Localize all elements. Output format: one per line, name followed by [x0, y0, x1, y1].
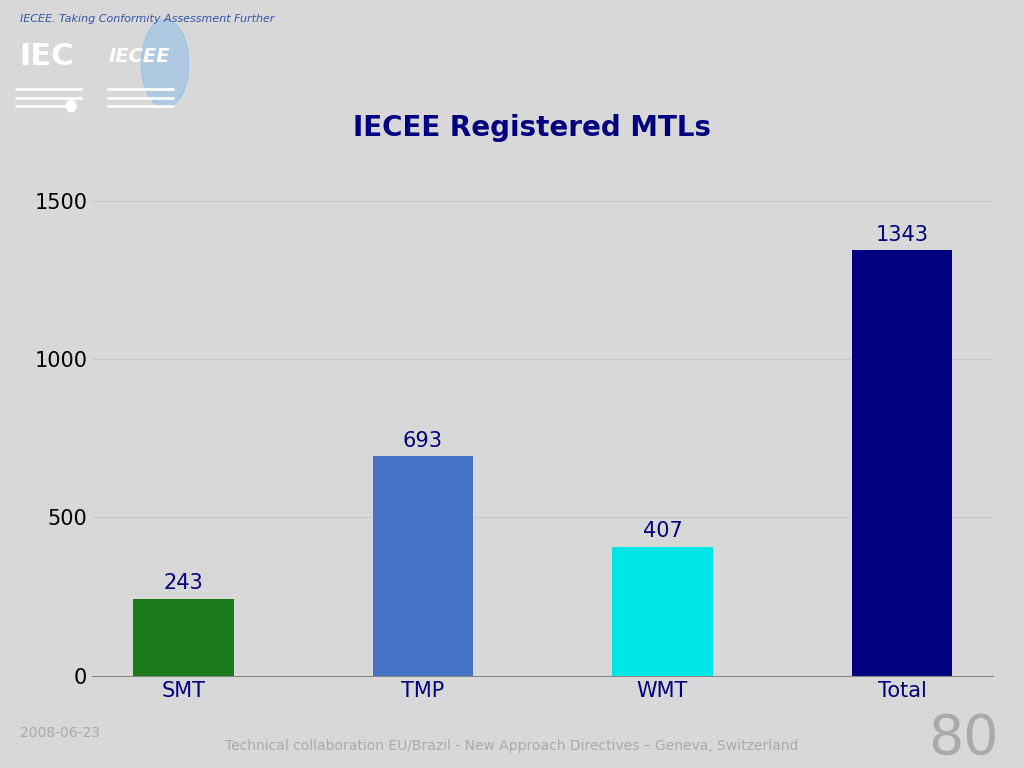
Bar	[612, 547, 713, 676]
Text: 80: 80	[928, 712, 998, 766]
Ellipse shape	[141, 19, 189, 108]
Bar	[852, 250, 952, 676]
Text: 1343: 1343	[876, 225, 929, 245]
Bar	[133, 599, 233, 676]
Text: IEC: IEC	[19, 41, 74, 71]
Text: Technical collaboration EU/Brazil - New Approach Directives – Geneva, Switzerlan: Technical collaboration EU/Brazil - New …	[225, 740, 799, 753]
Circle shape	[67, 101, 76, 112]
Bar	[373, 456, 473, 676]
Text: 693: 693	[403, 431, 443, 451]
Text: 243: 243	[164, 573, 204, 593]
Text: IECEE: IECEE	[109, 47, 170, 66]
Text: 2008-06-23: 2008-06-23	[20, 727, 100, 740]
Text: 407: 407	[643, 521, 682, 541]
Text: IECEE. Taking Conformity Assessment Further: IECEE. Taking Conformity Assessment Furt…	[20, 14, 275, 24]
Text: IECEE Registered MTLs: IECEE Registered MTLs	[353, 114, 712, 142]
